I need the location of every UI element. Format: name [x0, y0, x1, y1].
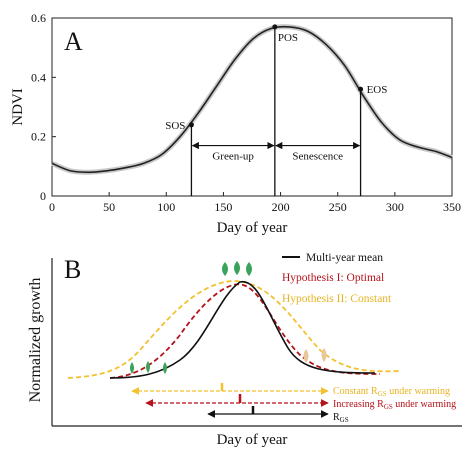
- panel-a-x-axis-label: Day of year: [217, 220, 288, 236]
- panel-a-y-axis-label: NDVI: [10, 88, 26, 126]
- panel-a: A 0 50 100 150 200 250 300 350 0 0.2 0.4 0.6 Day o…: [10, 11, 461, 236]
- panel-b-letter: B: [64, 255, 81, 284]
- leaf-icon: [321, 348, 327, 362]
- phenology-label-pos: POS: [278, 32, 298, 44]
- leaf-icon: [303, 349, 309, 363]
- x-tick-label: 150: [214, 200, 232, 214]
- phenology-point-pos: [272, 24, 278, 30]
- leaf-icon: [130, 362, 134, 374]
- panel-b-optimal-curve: [109, 283, 381, 379]
- panel-a-x-ticks: 0 50 100 150 200 250 300 350: [49, 192, 461, 214]
- leaf-icon: [222, 262, 228, 276]
- x-tick-label: 50: [103, 200, 115, 214]
- panel-a-intervals: Green-up Senescence: [191, 141, 361, 163]
- panel-b-y-axis-label: Normalized growth: [27, 278, 44, 403]
- x-tick-label: 350: [443, 200, 461, 214]
- phenology-point-eos: [358, 86, 364, 92]
- autumn-leaf-icons: [303, 348, 327, 363]
- legend-label-constant: Hypothesis II: Constant: [282, 293, 392, 305]
- panel-a-phenology-points: SOS POS EOS: [165, 24, 388, 132]
- x-tick-label: 250: [329, 200, 347, 214]
- panel-b-constant-curve: [67, 280, 401, 379]
- mean-rgs-label: RGS: [333, 412, 349, 424]
- legend-label-optimal: Hypothesis I: Optimal: [282, 272, 384, 284]
- constant-rgs-label: Constant RGS under warming: [333, 386, 450, 398]
- y-tick-label: 0.4: [31, 70, 46, 84]
- panel-a-phenology-lines: [190, 26, 362, 196]
- x-tick-label: 300: [386, 200, 404, 214]
- x-tick-label: 200: [272, 200, 290, 214]
- y-tick-label: 0: [40, 189, 46, 203]
- x-tick-label: 0: [49, 200, 55, 214]
- panel-b: B Day of year Normalized growth Multi-ye…: [27, 252, 462, 448]
- panel-a-ndvi-line: [51, 25, 453, 174]
- y-tick-label: 0.2: [31, 130, 46, 144]
- phenology-label-sos: SOS: [165, 120, 185, 132]
- phenology-label-eos: EOS: [367, 84, 388, 96]
- leaf-icon: [163, 362, 167, 374]
- increasing-rgs-label: Increasing RGS under warming: [333, 399, 456, 411]
- interval-label-1: Senescence: [292, 151, 343, 163]
- y-tick-label: 0.6: [31, 11, 46, 25]
- panel-a-y-ticks: 0 0.2 0.4 0.6: [31, 11, 56, 203]
- legend-label-mean: Multi-year mean: [306, 252, 383, 264]
- leaf-icon: [234, 261, 240, 275]
- spring-leaf-icons: [130, 261, 252, 374]
- panel-a-axes-box: [51, 17, 453, 197]
- panel-b-x-axis-label: Day of year: [217, 432, 288, 448]
- interval-label-0: Green-up: [212, 151, 254, 163]
- x-tick-label: 100: [157, 200, 175, 214]
- phenology-point-sos: [188, 122, 194, 128]
- panel-a-letter: A: [64, 27, 83, 56]
- leaf-icon: [146, 361, 150, 373]
- panel-b-legend: Multi-year mean Hypothesis I: Optimal Hy…: [282, 252, 392, 305]
- leaf-icon: [246, 262, 252, 276]
